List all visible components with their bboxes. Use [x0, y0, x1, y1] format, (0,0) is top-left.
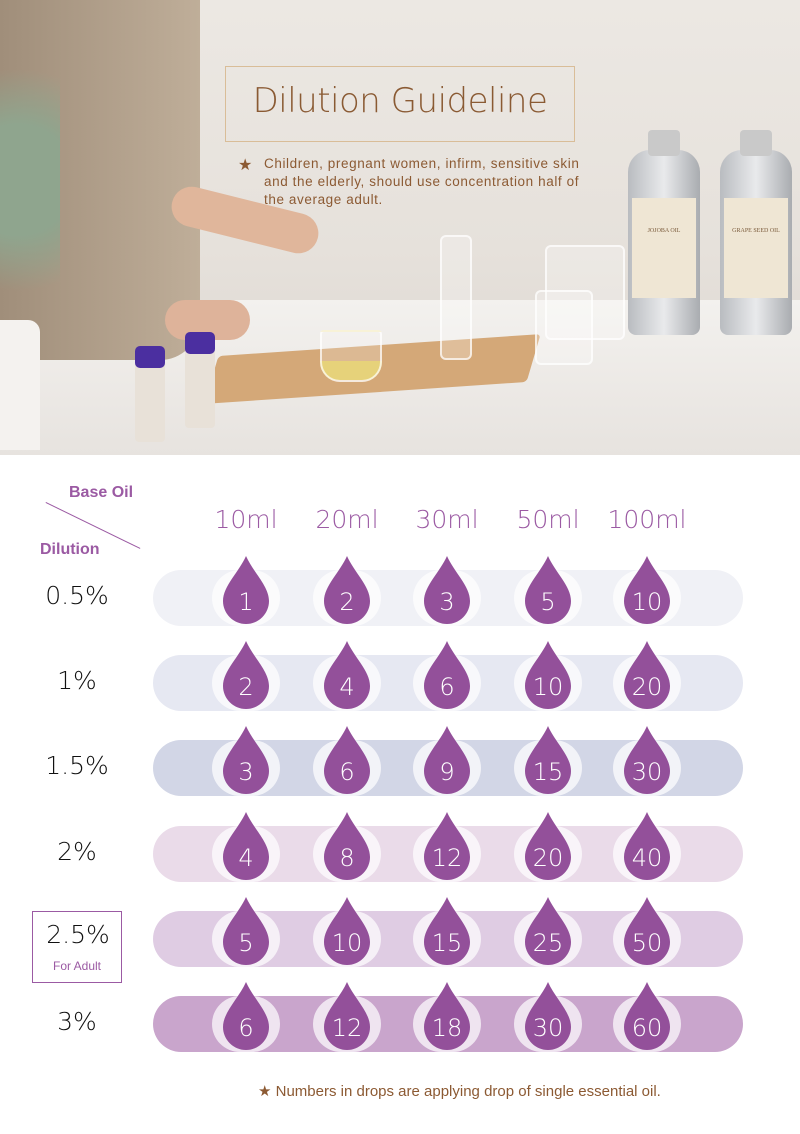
- drop-icon: 3: [223, 726, 269, 795]
- drop-count: 6: [339, 758, 355, 787]
- adult-highlight-box: 2.5% For Adult: [32, 911, 122, 983]
- drop-count: 10: [631, 588, 663, 616]
- drop-icon: 20: [624, 641, 670, 710]
- dilution-label: 1%: [57, 666, 97, 696]
- drop-count: 30: [532, 1014, 564, 1042]
- drop-count: 9: [439, 758, 455, 787]
- drop-icon: 8: [324, 811, 370, 880]
- measuring-cylinder: [440, 235, 472, 360]
- drop-count: 4: [238, 843, 254, 872]
- drop-icon: 5: [223, 896, 269, 965]
- drop-count: 10: [532, 673, 564, 702]
- caution-note: ★ Children, pregnant women, infirm, sens…: [238, 156, 580, 207]
- glass-bowl: [320, 330, 382, 382]
- drop-count: 50: [631, 928, 663, 957]
- column-header: 100ml: [607, 505, 687, 534]
- drop-icon: 2: [324, 556, 370, 624]
- drop-count: 5: [540, 588, 556, 616]
- jojoba-oil-bottle: JOJOBA OIL: [628, 130, 700, 335]
- drop-icon: 40: [624, 811, 670, 880]
- drop-count: 4: [339, 673, 355, 702]
- plant: [0, 60, 60, 360]
- dilution-header: Dilution: [40, 541, 100, 558]
- drop-count: 25: [532, 928, 564, 957]
- drop-count: 15: [431, 928, 463, 957]
- drop-count: 5: [238, 928, 254, 957]
- drop-icon: 30: [525, 982, 571, 1050]
- star-icon: ★: [238, 157, 253, 174]
- drop-icon: 1: [223, 556, 269, 624]
- page-title: Dilution Guideline: [252, 81, 548, 121]
- drop-count: 60: [631, 1014, 663, 1042]
- drop-count: 10: [331, 928, 363, 957]
- essential-oil-bottle: [135, 346, 165, 442]
- dilution-label: 3%: [57, 1007, 97, 1036]
- drop-count: 1: [238, 588, 254, 616]
- drop-icon: 12: [324, 982, 370, 1050]
- beaker: [545, 245, 625, 340]
- column-header: 50ml: [516, 505, 580, 534]
- dilution-label: 0.5%: [45, 581, 109, 610]
- drop-count: 18: [431, 1014, 463, 1042]
- drop-count: 30: [631, 758, 663, 787]
- drop-icon: 10: [525, 641, 571, 710]
- drop-icon: 25: [525, 896, 571, 965]
- drop-count: 2: [339, 588, 355, 616]
- drop-count: 12: [331, 1014, 363, 1042]
- drop-count: 2: [238, 673, 254, 702]
- drop-icon: 6: [324, 726, 370, 795]
- drop-icon: 6: [424, 641, 470, 710]
- drop-count: 15: [532, 758, 564, 787]
- grape-seed-oil-bottle: GRAPE SEED OIL: [720, 130, 792, 335]
- drop-icon: 2: [223, 641, 269, 710]
- star-icon: ★: [258, 1083, 272, 1100]
- drop-icon: 15: [424, 896, 470, 965]
- drop-count: 3: [238, 758, 254, 787]
- drop-count: 6: [439, 673, 455, 702]
- drop-count: 6: [238, 1014, 254, 1042]
- drop-icon: 10: [324, 896, 370, 965]
- drop-icon: 30: [624, 726, 670, 795]
- column-header: 30ml: [415, 505, 479, 534]
- drop-icon: 18: [424, 982, 470, 1050]
- drop-icon: 50: [624, 896, 670, 965]
- drop-icon: 4: [223, 811, 269, 880]
- beaker-small: [535, 290, 593, 365]
- hero-photo: JOJOBA OIL GRAPE SEED OIL Dilution Guide…: [0, 0, 800, 455]
- drop-count: 40: [631, 843, 663, 872]
- dilution-label: 1.5%: [45, 751, 109, 781]
- drop-count: 20: [631, 673, 663, 702]
- drop-icon: 6: [223, 982, 269, 1050]
- drop-icon: 4: [324, 641, 370, 710]
- drop-icon: 60: [624, 982, 670, 1050]
- essential-oil-bottle: [185, 332, 215, 428]
- footer-note: ★ Numbers in drops are applying drop of …: [258, 1083, 661, 1100]
- drop-icon: 3: [424, 556, 470, 624]
- drop-icon: 5: [525, 556, 571, 624]
- plant-pot: [0, 320, 40, 450]
- dilution-label: 2%: [57, 836, 97, 866]
- title-box: Dilution Guideline: [225, 66, 575, 142]
- drop-icon: 20: [525, 811, 571, 880]
- drop-count: 12: [431, 843, 463, 872]
- drop-icon: 9: [424, 726, 470, 795]
- column-header: 10ml: [214, 505, 278, 534]
- dilution-label: 2.5%: [46, 920, 110, 949]
- drop-icon: 12: [424, 811, 470, 880]
- column-header: 20ml: [315, 505, 379, 534]
- drop-count: 8: [339, 843, 355, 872]
- base-oil-header: Base Oil: [69, 484, 134, 501]
- drop-count: 3: [439, 588, 455, 616]
- for-adult-label: For Adult: [52, 959, 102, 973]
- drop-icon: 15: [525, 726, 571, 795]
- drop-count: 20: [532, 843, 564, 872]
- drop-icon: 10: [624, 556, 670, 624]
